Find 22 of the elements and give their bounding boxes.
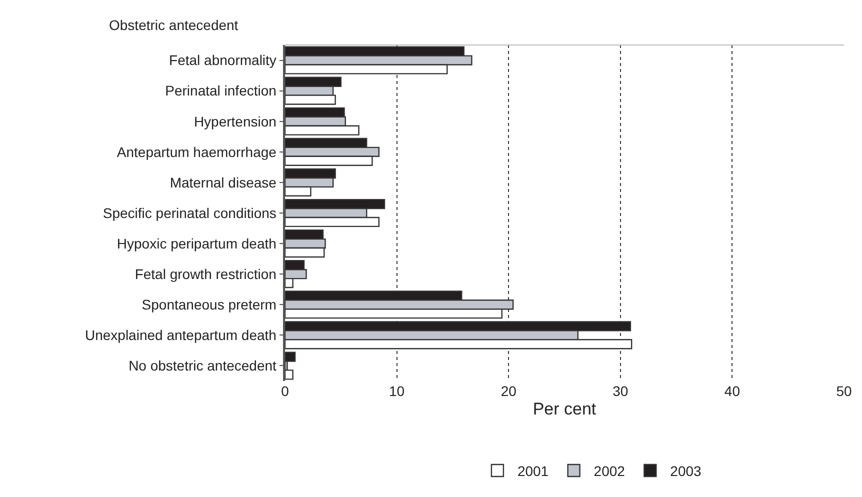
- legend-label: 2003: [670, 462, 702, 479]
- legend-label: 2002: [594, 462, 626, 479]
- legend-label: 2001: [517, 462, 549, 479]
- y-axis-title: Obstetric antecedent: [109, 17, 238, 33]
- x-axis-title: Per cent: [532, 399, 596, 418]
- y-tick-label: No obstetric antecedent: [128, 358, 277, 374]
- y-tick-label: Fetal growth restriction: [134, 266, 276, 282]
- x-tick-label: 50: [836, 383, 852, 399]
- y-tick-label: Unexplained antepartum death: [84, 327, 276, 344]
- y-tick-label: Hypertension: [194, 113, 276, 130]
- y-tick-label: Perinatal infection: [165, 82, 276, 99]
- y-tick-label: Specific perinatal conditions: [102, 204, 276, 221]
- x-tick-label: 30: [612, 383, 628, 399]
- y-tick-label: Maternal disease: [170, 174, 277, 190]
- y-tick-label: Spontaneous preterm: [142, 296, 276, 313]
- y-tick-label: Hypoxic peripartum death: [116, 235, 276, 252]
- y-tick-label: Antepartum haemorrhage: [116, 144, 277, 160]
- y-tick-label: Fetal abnormality: [169, 52, 276, 68]
- x-tick-label: 40: [724, 383, 740, 399]
- x-tick-label: 20: [500, 383, 517, 399]
- x-tick-label: 0: [281, 383, 290, 399]
- x-tick-label: 10: [389, 383, 405, 399]
